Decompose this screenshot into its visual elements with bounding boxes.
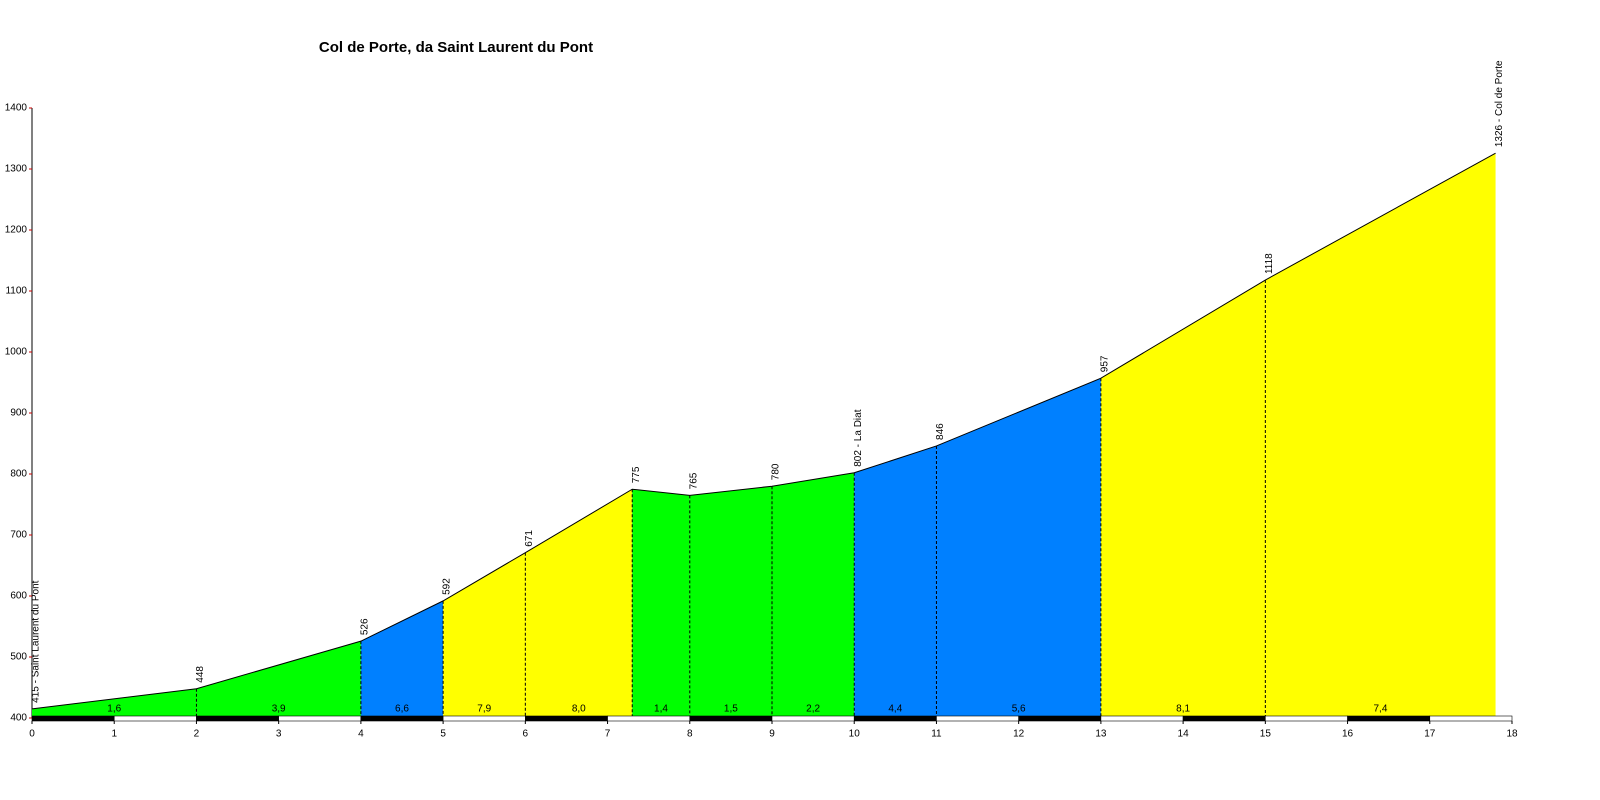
elevation-label: 957	[1100, 355, 1111, 372]
km-strip	[689, 715, 773, 722]
segment	[443, 552, 526, 716]
x-tick-label: 8	[687, 729, 693, 740]
km-strip	[1347, 715, 1431, 722]
km-strip	[196, 715, 279, 722]
km-strip	[853, 715, 937, 722]
x-tick-label: 18	[1506, 729, 1518, 740]
segment	[1265, 153, 1496, 716]
y-tick-label: 1400	[5, 103, 28, 114]
segment	[632, 489, 690, 716]
segment	[936, 378, 1101, 716]
km-strip	[1182, 715, 1266, 722]
x-tick-label: 1	[111, 729, 117, 740]
x-tick-label: 4	[358, 729, 364, 740]
x-tick-label: 14	[1178, 729, 1190, 740]
elevation-label: 1118	[1264, 253, 1275, 274]
elevation-label: 671	[524, 530, 535, 547]
x-tick-label: 5	[440, 729, 446, 740]
y-tick-label: 500	[10, 652, 27, 663]
km-strip	[936, 715, 1019, 722]
km-strip	[1429, 715, 1513, 722]
gradient-label: 1,5	[724, 704, 738, 715]
x-tick-label: 2	[194, 729, 200, 740]
gradient-label: 3,9	[272, 704, 286, 715]
elevation-label: 415 - Saint Laurent du Pont	[31, 580, 42, 703]
km-strip	[113, 715, 197, 722]
y-tick-label: 800	[10, 469, 27, 480]
x-tick-label: 9	[769, 729, 775, 740]
segment	[32, 688, 197, 716]
x-tick-label: 10	[849, 729, 861, 740]
elevation-label: 802 - La Diat	[853, 409, 864, 466]
gradient-label: 6,6	[395, 704, 409, 715]
km-strip	[1100, 715, 1184, 722]
y-tick-label: 400	[10, 713, 27, 724]
y-tick-label: 1100	[5, 286, 27, 297]
chart-title: Col de Porte, da Saint Laurent du Pont	[319, 39, 593, 56]
gradient-label: 1,6	[107, 704, 121, 715]
segment	[1100, 280, 1266, 716]
gradient-label: 5,6	[1012, 704, 1026, 715]
km-strip	[278, 715, 362, 722]
segment	[854, 445, 937, 716]
segment	[689, 486, 772, 716]
segment	[525, 489, 633, 716]
elevation-label: 1326 - Col de Porte	[1494, 60, 1505, 147]
segment	[360, 600, 444, 716]
x-tick-label: 16	[1342, 729, 1354, 740]
gradient-label: 2,2	[806, 704, 820, 715]
km-strip	[31, 715, 115, 722]
km-strip	[525, 715, 608, 722]
x-tick-label: 7	[605, 729, 611, 740]
km-strip	[442, 715, 526, 722]
segment	[772, 472, 855, 716]
x-tick-label: 0	[29, 729, 35, 740]
x-tick-label: 6	[523, 729, 529, 740]
y-tick-label: 1000	[5, 347, 28, 358]
elevation-label: 765	[688, 472, 699, 489]
gradient-label: 1,4	[654, 704, 668, 715]
elevation-label: 780	[771, 463, 782, 480]
x-tick-label: 15	[1260, 729, 1272, 740]
km-strip	[360, 715, 444, 722]
segment	[196, 641, 361, 716]
profile-line	[31, 152, 1496, 710]
elevation-label: 526	[360, 618, 371, 635]
gradient-label: 8,0	[572, 704, 586, 715]
x-tick-label: 13	[1095, 729, 1107, 740]
gradient-label: 7,4	[1373, 704, 1387, 715]
km-strip	[1018, 715, 1102, 722]
gradient-label: 4,4	[888, 704, 902, 715]
x-tick-label: 17	[1424, 729, 1436, 740]
elevation-label: 846	[935, 423, 946, 440]
x-tick-label: 12	[1013, 729, 1025, 740]
km-strip	[1265, 715, 1348, 722]
gradient-label: 7,9	[477, 704, 491, 715]
elevation-label: 592	[442, 578, 453, 595]
y-tick-label: 1200	[5, 225, 28, 236]
x-tick-label: 11	[931, 729, 942, 740]
elevation-label: 448	[195, 666, 206, 683]
y-tick-label: 700	[10, 530, 27, 541]
y-tick-label: 900	[10, 408, 27, 419]
elevation-label: 775	[631, 466, 642, 483]
y-tick-label: 600	[10, 591, 27, 602]
gradient-label: 8,1	[1176, 704, 1190, 715]
x-tick-label: 3	[276, 729, 282, 740]
km-strip	[607, 715, 691, 722]
km-strip	[771, 715, 855, 722]
y-tick-label: 1300	[5, 164, 28, 175]
